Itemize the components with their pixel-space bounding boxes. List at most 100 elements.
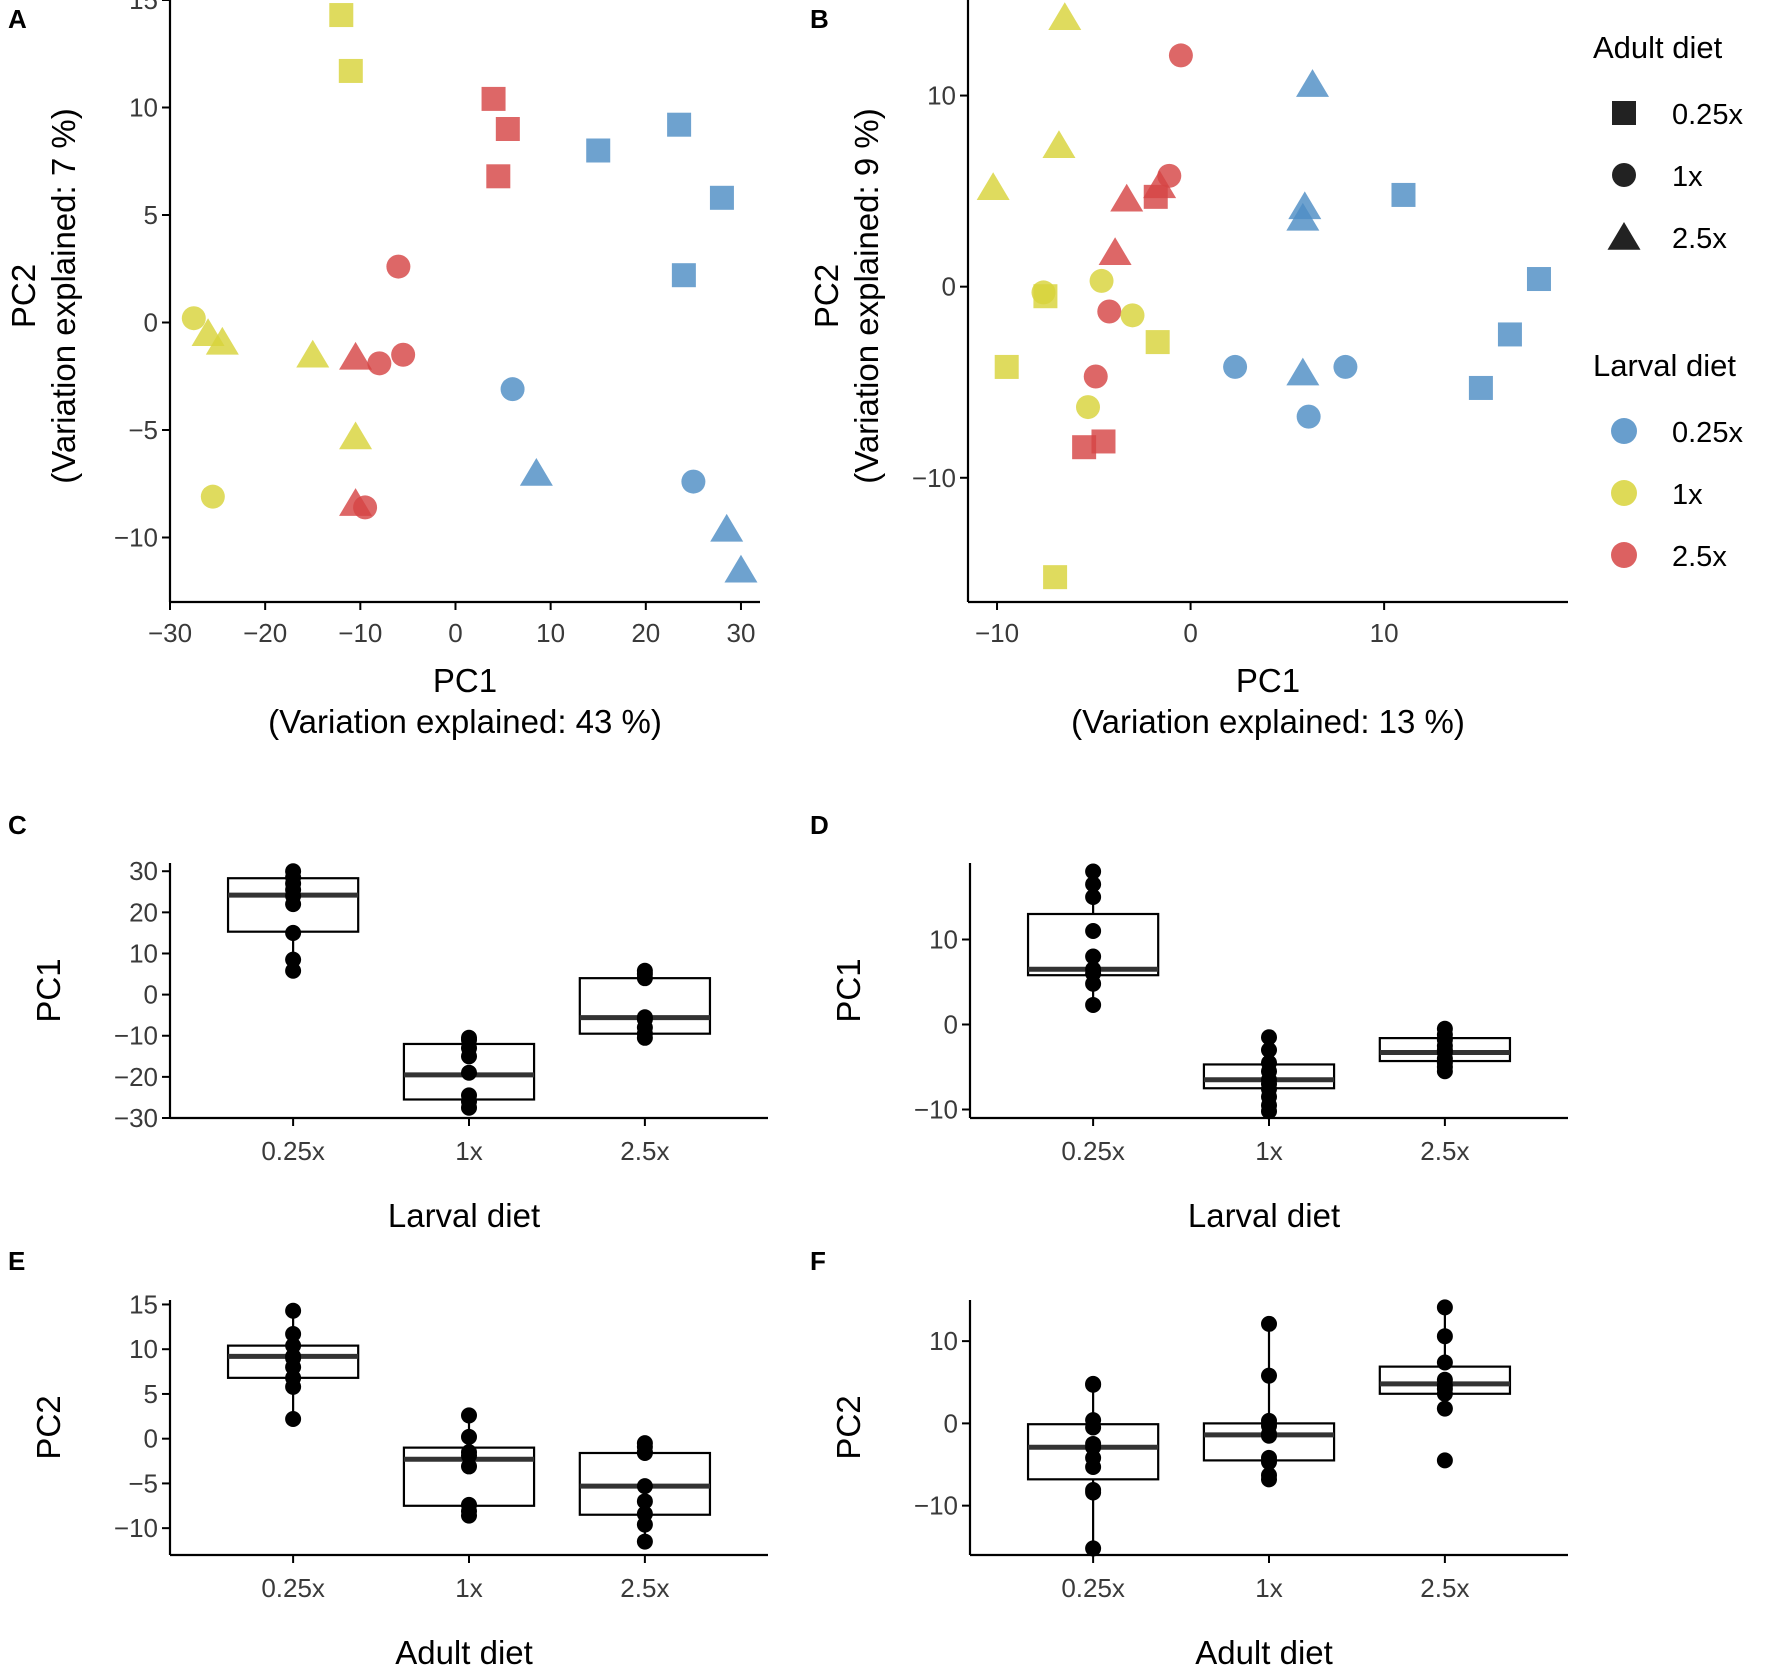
y-tick-label: 10 <box>929 1326 958 1356</box>
data-point <box>181 306 206 331</box>
y-axis-title: PC2 <box>830 1395 867 1459</box>
data-point <box>1085 1482 1102 1499</box>
y-tick-label: 0 <box>942 272 956 302</box>
x-tick-label: 1x <box>1255 1573 1282 1603</box>
x-tick-label: 0.25x <box>261 1573 325 1603</box>
data-point <box>367 351 392 376</box>
data-point <box>1085 1412 1102 1429</box>
x-tick-label: 30 <box>727 618 756 648</box>
legend-label: 2.5x <box>1672 541 1727 573</box>
data-point <box>709 185 734 210</box>
data-point <box>495 117 520 141</box>
data-point <box>461 1496 477 1513</box>
y-tick-label: −5 <box>128 1468 158 1498</box>
data-point <box>1091 429 1116 454</box>
data-point <box>1296 69 1330 97</box>
data-point <box>285 1302 302 1319</box>
data-point <box>1261 1467 1277 1484</box>
y-tick-label: −10 <box>912 463 956 493</box>
y-tick-label: −20 <box>114 1062 158 1092</box>
y-axis-subtitle: (Variation explained: 9 %) <box>848 108 885 483</box>
x-axis-subtitle: (Variation explained: 43 %) <box>268 703 662 740</box>
panel-c-boxplot: C −30 −20 −10 0 10 20 30 0.25x 1x 2.5x Larval diet P… <box>8 810 768 1234</box>
y-tick-label: 0 <box>144 1424 158 1454</box>
data-point <box>710 513 744 542</box>
data-point <box>285 863 302 880</box>
x-tick-label: 1x <box>455 1136 482 1166</box>
panel-e-boxplot: E −10 −5 0 5 10 15 0.25x 1x 2.5x Adult diet PC2 <box>8 1246 768 1668</box>
y-tick-label: −10 <box>914 1491 958 1521</box>
panel-letter: A <box>8 4 27 34</box>
data-point <box>1031 280 1056 305</box>
data-point <box>1261 1412 1277 1429</box>
data-point <box>1261 1315 1277 1332</box>
x-tick-label: 0 <box>448 618 462 648</box>
data-point <box>285 962 302 979</box>
panel-letter: C <box>8 810 27 840</box>
y-axis-title: PC2 <box>30 1395 67 1459</box>
panel-letter: B <box>810 4 829 34</box>
panel-letter: F <box>810 1246 826 1276</box>
x-tick-label: −30 <box>148 618 192 648</box>
y-tick-label: 5 <box>144 1379 158 1409</box>
data-point <box>1048 2 1082 30</box>
data-point <box>1223 354 1248 379</box>
y-tick-label: 10 <box>927 81 956 111</box>
x-tick-label: 10 <box>1370 618 1399 648</box>
data-point <box>296 339 330 368</box>
x-axis-title: Larval diet <box>388 1197 540 1234</box>
y-tick-label: 10 <box>129 1334 158 1364</box>
x-tick-label: 0.25x <box>1061 1136 1125 1166</box>
data-point <box>1168 43 1193 68</box>
data-point <box>1085 889 1102 905</box>
y-tick-label: −10 <box>914 1095 958 1125</box>
data-point <box>1085 948 1102 965</box>
y-tick-label: 5 <box>144 200 158 230</box>
data-point <box>1288 191 1322 220</box>
legend-key-color <box>1611 480 1637 506</box>
x-tick-label: 0.25x <box>261 1136 325 1166</box>
x-axis-title: Larval diet <box>1188 1197 1340 1234</box>
x-tick-label: 1x <box>1255 1136 1282 1166</box>
data-point <box>338 58 363 83</box>
panel-letter: D <box>810 810 829 840</box>
x-tick-label: 2.5x <box>1420 1136 1469 1166</box>
panel-d-boxplot: D −10 0 10 0.25x 1x 2.5x Larval diet PC1 <box>810 810 1568 1234</box>
data-point <box>1436 1371 1453 1388</box>
x-tick-label: 1x <box>455 1573 482 1603</box>
y-tick-label: 15 <box>129 0 158 15</box>
y-tick-label: −10 <box>114 523 158 553</box>
data-point <box>1085 876 1102 893</box>
data-point <box>636 1478 653 1495</box>
data-point <box>1436 1354 1453 1371</box>
data-point <box>671 263 696 288</box>
data-point <box>1468 375 1493 400</box>
x-axis-title: PC1 <box>433 662 497 699</box>
data-point <box>461 1064 477 1081</box>
data-point <box>285 924 302 941</box>
data-point <box>329 3 354 28</box>
legend-title-adult: Adult diet <box>1593 30 1723 65</box>
x-tick-label: −10 <box>975 618 1019 648</box>
y-tick-label: −10 <box>114 1021 158 1051</box>
data-point <box>994 354 1019 379</box>
y-tick-label: 0 <box>144 308 158 338</box>
legend-label: 1x <box>1672 161 1703 193</box>
panel-a-scatter: A −10 −5 0 5 10 15 −30 −20 −10 0 10 20 30 PC1 (Variatio… <box>5 0 760 740</box>
x-tick-label: 2.5x <box>1420 1573 1469 1603</box>
y-tick-label: 10 <box>129 93 158 123</box>
data-point <box>636 1505 653 1522</box>
x-tick-label: 0 <box>1183 618 1197 648</box>
data-point <box>461 1029 477 1046</box>
x-axis-title: Adult diet <box>1195 1634 1333 1668</box>
x-tick-label: 2.5x <box>620 1573 669 1603</box>
data-point <box>1261 1054 1277 1071</box>
data-point <box>1497 322 1522 347</box>
data-point <box>636 1493 653 1510</box>
data-point <box>1261 1449 1277 1466</box>
data-point <box>205 326 239 355</box>
y-tick-label: 0 <box>144 980 158 1010</box>
y-axis-title: PC2 <box>808 264 845 328</box>
data-point <box>1085 1540 1102 1557</box>
data-point <box>1085 1375 1102 1392</box>
